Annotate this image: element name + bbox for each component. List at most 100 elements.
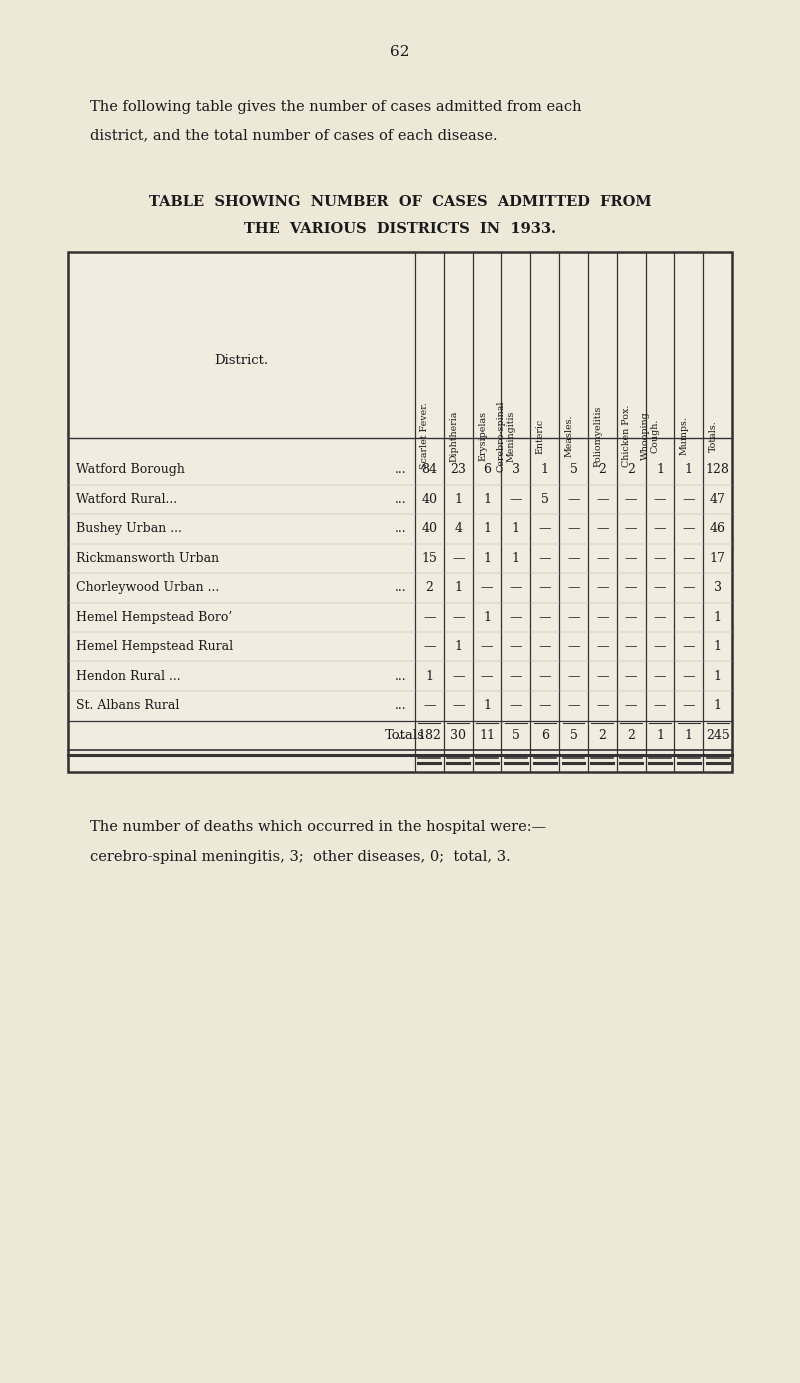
Text: 5: 5 bbox=[570, 729, 578, 741]
Text: ...: ... bbox=[395, 463, 407, 476]
Text: District.: District. bbox=[214, 354, 269, 366]
Text: —: — bbox=[625, 492, 638, 506]
Text: 62: 62 bbox=[390, 46, 410, 59]
Text: —: — bbox=[452, 552, 465, 564]
Text: Watford Rural...: Watford Rural... bbox=[76, 492, 177, 506]
Text: ...: ... bbox=[395, 581, 407, 595]
Text: —: — bbox=[654, 640, 666, 653]
Text: —: — bbox=[567, 523, 580, 535]
Text: The number of deaths which occurred in the hospital were:—: The number of deaths which occurred in t… bbox=[90, 820, 546, 834]
Text: —: — bbox=[625, 669, 638, 683]
Text: —: — bbox=[567, 552, 580, 564]
Text: —: — bbox=[625, 523, 638, 535]
Text: —: — bbox=[682, 492, 695, 506]
Text: 11: 11 bbox=[479, 729, 495, 741]
Text: 30: 30 bbox=[450, 729, 466, 741]
Text: —: — bbox=[423, 640, 436, 653]
Text: 2: 2 bbox=[598, 729, 606, 741]
Text: 1: 1 bbox=[483, 552, 491, 564]
Text: 1: 1 bbox=[656, 463, 664, 476]
Text: —: — bbox=[625, 581, 638, 595]
Text: Scarlet Fever.: Scarlet Fever. bbox=[421, 402, 430, 469]
Text: Diphtheria: Diphtheria bbox=[450, 411, 458, 462]
Text: —: — bbox=[682, 581, 695, 595]
Text: —: — bbox=[654, 581, 666, 595]
Text: 1: 1 bbox=[512, 552, 520, 564]
Text: —: — bbox=[654, 492, 666, 506]
Text: Totals: Totals bbox=[385, 729, 425, 741]
Text: Hemel Hempstead Rural: Hemel Hempstead Rural bbox=[76, 640, 233, 653]
Text: —: — bbox=[538, 640, 551, 653]
Text: —: — bbox=[538, 581, 551, 595]
Text: —: — bbox=[682, 669, 695, 683]
Text: —: — bbox=[654, 700, 666, 712]
Text: —: — bbox=[538, 700, 551, 712]
Text: —: — bbox=[452, 669, 465, 683]
Text: —: — bbox=[654, 523, 666, 535]
Text: 6: 6 bbox=[483, 463, 491, 476]
Text: ...: ... bbox=[395, 729, 407, 741]
Text: —: — bbox=[625, 640, 638, 653]
Text: THE  VARIOUS  DISTRICTS  IN  1933.: THE VARIOUS DISTRICTS IN 1933. bbox=[244, 223, 556, 236]
Text: —: — bbox=[510, 611, 522, 624]
Text: 17: 17 bbox=[710, 552, 726, 564]
Text: 1: 1 bbox=[454, 640, 462, 653]
Text: 5: 5 bbox=[541, 492, 549, 506]
Text: 40: 40 bbox=[422, 492, 438, 506]
Text: —: — bbox=[481, 640, 494, 653]
Text: 40: 40 bbox=[422, 523, 438, 535]
Text: —: — bbox=[682, 523, 695, 535]
Text: Mumps.: Mumps. bbox=[680, 416, 689, 455]
Text: 47: 47 bbox=[710, 492, 726, 506]
Text: Chorleywood Urban ...: Chorleywood Urban ... bbox=[76, 581, 219, 595]
Text: ...: ... bbox=[395, 523, 407, 535]
Text: Watford Borough: Watford Borough bbox=[76, 463, 185, 476]
Text: —: — bbox=[567, 669, 580, 683]
Text: —: — bbox=[654, 669, 666, 683]
Text: —: — bbox=[596, 611, 609, 624]
Text: 1: 1 bbox=[685, 463, 693, 476]
Text: 4: 4 bbox=[454, 523, 462, 535]
Text: 1: 1 bbox=[512, 523, 520, 535]
Text: 2: 2 bbox=[627, 463, 635, 476]
Text: 182: 182 bbox=[418, 729, 442, 741]
Text: Whooping
Cough.: Whooping Cough. bbox=[641, 412, 660, 461]
Text: Bushey Urban ...: Bushey Urban ... bbox=[76, 523, 182, 535]
Text: —: — bbox=[567, 640, 580, 653]
Text: —: — bbox=[452, 611, 465, 624]
Text: —: — bbox=[596, 581, 609, 595]
Text: 6: 6 bbox=[541, 729, 549, 741]
Text: —: — bbox=[510, 640, 522, 653]
Text: —: — bbox=[625, 611, 638, 624]
Text: Totals.: Totals. bbox=[709, 420, 718, 452]
Text: —: — bbox=[654, 552, 666, 564]
Text: The following table gives the number of cases admitted from each: The following table gives the number of … bbox=[90, 100, 582, 113]
Text: 1: 1 bbox=[541, 463, 549, 476]
Text: —: — bbox=[625, 552, 638, 564]
Text: cerebro-spinal meningitis, 3;  other diseases, 0;  total, 3.: cerebro-spinal meningitis, 3; other dise… bbox=[90, 851, 510, 864]
Text: 1: 1 bbox=[483, 611, 491, 624]
Text: —: — bbox=[538, 669, 551, 683]
Text: 1: 1 bbox=[656, 729, 664, 741]
Text: —: — bbox=[567, 611, 580, 624]
Text: Chicken Pox.: Chicken Pox. bbox=[622, 405, 631, 467]
Text: —: — bbox=[596, 492, 609, 506]
Text: —: — bbox=[538, 611, 551, 624]
Text: —: — bbox=[654, 611, 666, 624]
Text: —: — bbox=[510, 700, 522, 712]
Text: 46: 46 bbox=[710, 523, 726, 535]
Text: —: — bbox=[510, 492, 522, 506]
Text: 2: 2 bbox=[426, 581, 434, 595]
Text: —: — bbox=[682, 552, 695, 564]
Text: —: — bbox=[538, 552, 551, 564]
Text: 1: 1 bbox=[714, 700, 722, 712]
Text: 3: 3 bbox=[714, 581, 722, 595]
Text: 1: 1 bbox=[483, 492, 491, 506]
Text: 1: 1 bbox=[483, 700, 491, 712]
Text: Measles.: Measles. bbox=[565, 415, 574, 458]
Text: 1: 1 bbox=[454, 492, 462, 506]
Text: 1: 1 bbox=[714, 640, 722, 653]
Text: —: — bbox=[510, 581, 522, 595]
Text: 1: 1 bbox=[454, 581, 462, 595]
Text: TABLE  SHOWING  NUMBER  OF  CASES  ADMITTED  FROM: TABLE SHOWING NUMBER OF CASES ADMITTED F… bbox=[149, 195, 651, 209]
